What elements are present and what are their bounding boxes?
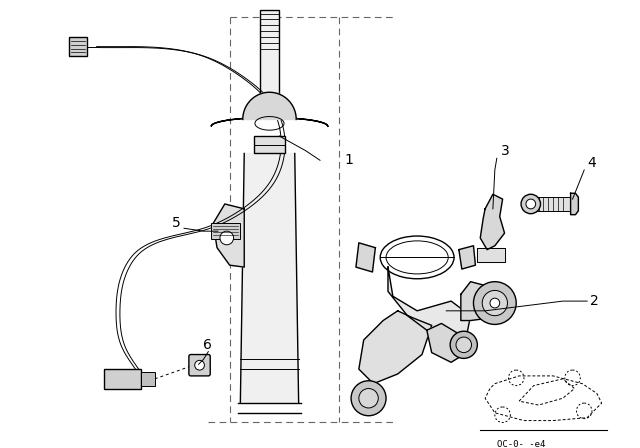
Text: 4: 4 [587, 156, 596, 170]
Circle shape [521, 194, 541, 214]
Bar [104, 369, 141, 388]
Circle shape [490, 298, 500, 308]
Circle shape [474, 282, 516, 324]
Bar [527, 197, 571, 211]
Text: 2: 2 [590, 294, 599, 308]
Circle shape [456, 337, 472, 353]
Polygon shape [241, 154, 299, 403]
Polygon shape [356, 243, 376, 272]
Polygon shape [461, 282, 508, 320]
Text: 6: 6 [204, 338, 212, 352]
Text: 3: 3 [500, 143, 509, 158]
Bar [141, 372, 155, 386]
Circle shape [450, 331, 477, 358]
Circle shape [482, 290, 508, 316]
Circle shape [359, 388, 378, 408]
Polygon shape [388, 267, 470, 345]
Circle shape [220, 231, 234, 245]
Polygon shape [459, 246, 476, 269]
Text: 1: 1 [344, 153, 353, 167]
Polygon shape [480, 194, 504, 250]
Text: 5: 5 [172, 216, 181, 230]
Polygon shape [477, 248, 504, 262]
Bar [69, 37, 87, 56]
FancyBboxPatch shape [189, 354, 211, 376]
Circle shape [351, 381, 386, 416]
Polygon shape [359, 311, 432, 383]
Polygon shape [243, 92, 296, 120]
Polygon shape [571, 193, 579, 215]
Polygon shape [213, 204, 244, 267]
Polygon shape [211, 117, 328, 126]
Bar [260, 10, 279, 107]
Bar [211, 224, 241, 239]
Circle shape [526, 199, 536, 209]
Text: OC-0- -e4: OC-0- -e4 [497, 440, 545, 448]
Circle shape [195, 360, 204, 370]
Polygon shape [427, 323, 464, 362]
Bar [254, 136, 285, 154]
